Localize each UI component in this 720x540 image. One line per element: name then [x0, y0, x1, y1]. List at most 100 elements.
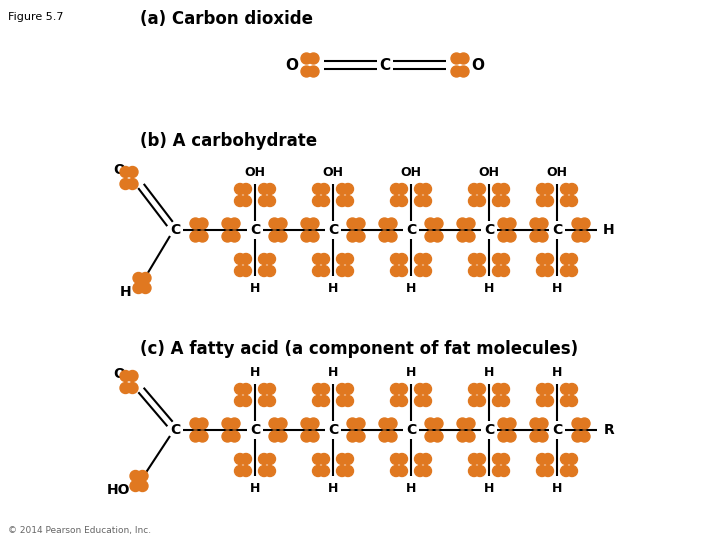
Circle shape: [397, 184, 408, 194]
Circle shape: [432, 431, 443, 442]
Circle shape: [537, 231, 548, 242]
Circle shape: [425, 418, 436, 429]
Circle shape: [420, 195, 431, 206]
Circle shape: [318, 454, 330, 464]
Circle shape: [474, 395, 485, 407]
Circle shape: [420, 395, 431, 407]
Text: H: H: [484, 366, 494, 379]
Circle shape: [276, 418, 287, 429]
Text: (a) Carbon dioxide: (a) Carbon dioxide: [140, 10, 313, 28]
Circle shape: [336, 266, 348, 276]
Text: OH: OH: [245, 165, 266, 179]
Circle shape: [572, 218, 583, 229]
Circle shape: [133, 273, 144, 284]
Circle shape: [457, 418, 468, 429]
Circle shape: [197, 418, 208, 429]
Circle shape: [301, 53, 312, 64]
Circle shape: [492, 383, 503, 395]
Circle shape: [579, 218, 590, 229]
Circle shape: [397, 253, 408, 265]
Circle shape: [537, 431, 548, 442]
Circle shape: [318, 395, 330, 407]
Circle shape: [572, 231, 583, 242]
Circle shape: [240, 253, 251, 265]
Circle shape: [140, 282, 151, 294]
Circle shape: [318, 195, 330, 206]
Circle shape: [235, 266, 246, 276]
Circle shape: [318, 465, 330, 476]
Circle shape: [572, 431, 583, 442]
Circle shape: [397, 383, 408, 395]
Circle shape: [343, 454, 354, 464]
Circle shape: [347, 431, 358, 442]
Circle shape: [536, 195, 547, 206]
Circle shape: [127, 179, 138, 190]
Text: C: C: [250, 423, 260, 437]
Circle shape: [269, 431, 280, 442]
Circle shape: [498, 418, 509, 429]
Circle shape: [229, 218, 240, 229]
Circle shape: [343, 184, 354, 194]
Circle shape: [420, 253, 431, 265]
Circle shape: [347, 231, 358, 242]
Circle shape: [530, 418, 541, 429]
Circle shape: [127, 370, 138, 381]
Circle shape: [560, 454, 572, 464]
Circle shape: [312, 184, 323, 194]
Circle shape: [336, 383, 348, 395]
Circle shape: [301, 418, 312, 429]
Circle shape: [464, 431, 475, 442]
Circle shape: [469, 184, 480, 194]
Circle shape: [343, 465, 354, 476]
Circle shape: [312, 395, 323, 407]
Circle shape: [492, 195, 503, 206]
Text: R: R: [603, 423, 614, 437]
Circle shape: [312, 454, 323, 464]
Circle shape: [336, 395, 348, 407]
Circle shape: [469, 266, 480, 276]
Circle shape: [420, 184, 431, 194]
Circle shape: [560, 184, 572, 194]
Circle shape: [492, 465, 503, 476]
Circle shape: [336, 195, 348, 206]
Circle shape: [492, 395, 503, 407]
Circle shape: [120, 370, 131, 381]
Circle shape: [343, 253, 354, 265]
Text: H: H: [406, 366, 416, 379]
Circle shape: [133, 282, 144, 294]
Text: C: C: [484, 423, 494, 437]
Text: C: C: [328, 223, 338, 237]
Text: C: C: [379, 57, 390, 72]
Circle shape: [379, 431, 390, 442]
Circle shape: [397, 465, 408, 476]
Circle shape: [318, 253, 330, 265]
Circle shape: [390, 465, 402, 476]
Circle shape: [542, 184, 554, 194]
Circle shape: [567, 395, 577, 407]
Circle shape: [474, 454, 485, 464]
Circle shape: [567, 266, 577, 276]
Circle shape: [458, 66, 469, 77]
Circle shape: [264, 195, 276, 206]
Circle shape: [308, 231, 319, 242]
Circle shape: [560, 195, 572, 206]
Circle shape: [536, 454, 547, 464]
Circle shape: [390, 383, 402, 395]
Circle shape: [425, 231, 436, 242]
Circle shape: [258, 395, 269, 407]
Circle shape: [464, 218, 475, 229]
Circle shape: [276, 431, 287, 442]
Text: H: H: [552, 281, 562, 294]
Text: H: H: [328, 482, 338, 495]
Circle shape: [432, 418, 443, 429]
Circle shape: [312, 383, 323, 395]
Circle shape: [390, 195, 402, 206]
Circle shape: [567, 195, 577, 206]
Circle shape: [318, 383, 330, 395]
Circle shape: [567, 184, 577, 194]
Circle shape: [542, 465, 554, 476]
Circle shape: [140, 273, 151, 284]
Circle shape: [190, 231, 201, 242]
Circle shape: [390, 253, 402, 265]
Circle shape: [397, 266, 408, 276]
